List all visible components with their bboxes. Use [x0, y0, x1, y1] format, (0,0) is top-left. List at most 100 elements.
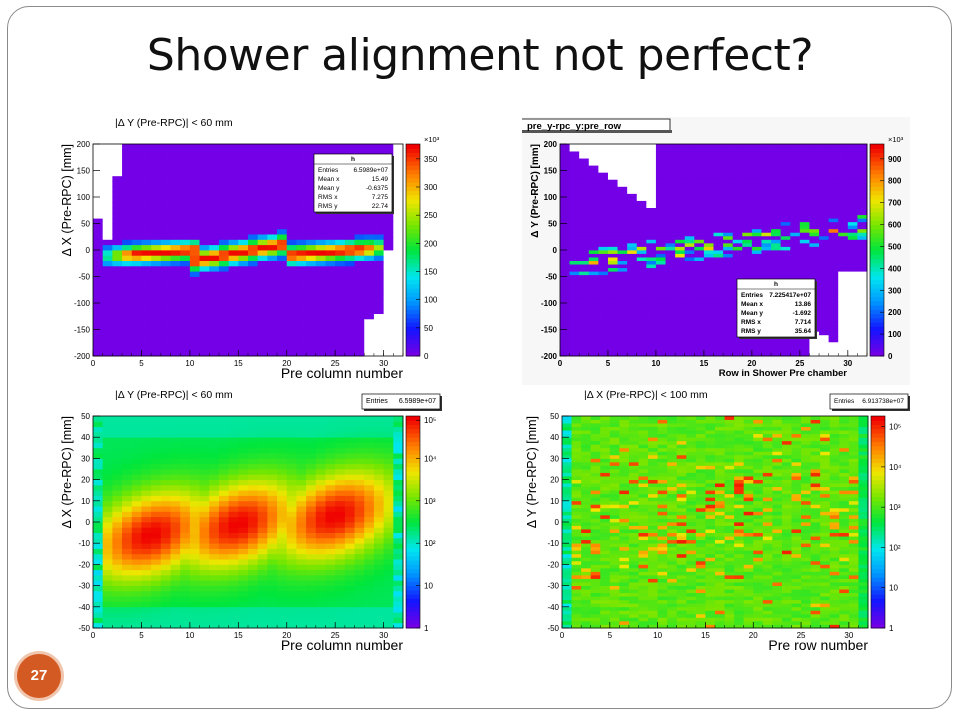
- heatmap-cell: [646, 281, 657, 286]
- heatmap-cell: [189, 191, 200, 198]
- heatmap-cell: [828, 278, 839, 283]
- heatmap-cell: [170, 606, 181, 613]
- heatmap-cell: [373, 585, 385, 592]
- heatmap-cell: [636, 235, 647, 240]
- heatmap-cell: [151, 469, 162, 475]
- heatmap-cell: [267, 553, 278, 560]
- colorbar-segment: [406, 619, 420, 625]
- heatmap-cell: [277, 324, 288, 330]
- heatmap-cell: [306, 463, 317, 470]
- heatmap-cell: [627, 257, 638, 261]
- heatmap-cell: [189, 612, 200, 618]
- heatmap-cell: [296, 447, 307, 454]
- heatmap-cell: [703, 232, 714, 237]
- heatmap-cell: [694, 306, 705, 311]
- heatmap-cell: [723, 257, 734, 261]
- heatmap-cell: [799, 214, 810, 219]
- heatmap-cell: [180, 350, 191, 357]
- heatmap-cell: [857, 341, 868, 346]
- heatmap-cell: [354, 276, 365, 283]
- heatmap-cell: [742, 267, 753, 272]
- heatmap-cell: [646, 144, 657, 148]
- heatmap-cell: [102, 250, 113, 256]
- heatmap-cell: [617, 299, 628, 304]
- heatmap-cell: [588, 299, 599, 304]
- heatmap-cell: [857, 200, 868, 205]
- heatmap-cell: [296, 431, 307, 438]
- heatmap-cell: [713, 197, 724, 201]
- heatmap-cell: [344, 580, 355, 586]
- heatmap-cell: [588, 193, 599, 198]
- heatmap-cell: [617, 285, 628, 290]
- heatmap-cell: [170, 202, 181, 208]
- heatmap-cell: [335, 287, 346, 293]
- heatmap-cell: [306, 154, 317, 161]
- heatmap-cell: [723, 313, 734, 318]
- heatmap-cell: [151, 313, 162, 320]
- heatmap-cell: [344, 548, 355, 555]
- heatmap-cell: [325, 601, 336, 608]
- heatmap-cell: [607, 225, 618, 230]
- chart-bottom-right: |Δ X (Pre-RPC)| < 100 mm0 5 10 15 20 25 30-50-…: [525, 389, 910, 653]
- heatmap-cell: [809, 228, 820, 233]
- heatmap-cell: [684, 278, 695, 283]
- heatmap-cell: [636, 154, 647, 159]
- heatmap-cell: [228, 469, 239, 475]
- heatmap-cell: [180, 606, 191, 613]
- heatmap-cell: [354, 606, 365, 613]
- heatmap-cell: [665, 295, 676, 300]
- y-tick-label: -200: [74, 352, 91, 361]
- heatmap-cell: [286, 186, 297, 193]
- heatmap-cell: [122, 244, 133, 251]
- stats-value: 6.5989e+07: [399, 398, 436, 405]
- heatmap-cell: [151, 506, 162, 512]
- heatmap-cell: [771, 144, 782, 148]
- heatmap-cell: [579, 320, 590, 325]
- heatmap-cell: [838, 292, 849, 297]
- heatmap-cell: [277, 181, 288, 187]
- heatmap-cell: [771, 345, 782, 350]
- heatmap-cell: [588, 352, 599, 357]
- heatmap-cell: [189, 218, 200, 224]
- heatmap-cell: [93, 479, 104, 486]
- heatmap-cell: [694, 154, 705, 159]
- heatmap-cell: [141, 244, 152, 251]
- heatmap-cell: [122, 463, 133, 470]
- heatmap-cell: [102, 165, 113, 171]
- heatmap-cell: [646, 211, 657, 216]
- heatmap-cell: [151, 191, 162, 198]
- heatmap-cell: [199, 265, 210, 272]
- heatmap-cell: [799, 151, 810, 155]
- heatmap-cell: [373, 276, 385, 283]
- heatmap-cell: [257, 255, 268, 261]
- heatmap-cell: [102, 218, 113, 224]
- heatmap-cell: [393, 191, 404, 198]
- heatmap-cell: [828, 331, 839, 336]
- heatmap-cell: [617, 147, 628, 152]
- heatmap-cell: [742, 200, 753, 205]
- heatmap-cell: [761, 197, 772, 201]
- heatmap-cell: [732, 345, 743, 350]
- heatmap-cell: [393, 442, 404, 449]
- heatmap-cell: [579, 338, 590, 343]
- heatmap-cell: [248, 350, 259, 357]
- heatmap-cell: [131, 334, 142, 341]
- colorbar-segment: [406, 611, 420, 616]
- heatmap-cell: [627, 253, 638, 258]
- heatmap-cell: [189, 548, 200, 555]
- heatmap-cell: [306, 318, 317, 325]
- heatmap-cell: [344, 559, 355, 565]
- heatmap-cell: [189, 170, 200, 177]
- heatmap-cell: [732, 352, 743, 357]
- heatmap-cell: [238, 244, 249, 251]
- heatmap-cell: [141, 313, 152, 320]
- heatmap-cell: [703, 317, 714, 322]
- heatmap-cell: [180, 601, 191, 608]
- heatmap-cell: [780, 221, 791, 226]
- heatmap-cell: [364, 271, 375, 277]
- heatmap-cell: [122, 340, 133, 346]
- heatmap-cell: [286, 522, 297, 528]
- heatmap-cell: [277, 474, 288, 480]
- heatmap-cell: [790, 221, 801, 226]
- heatmap-cell: [315, 458, 326, 465]
